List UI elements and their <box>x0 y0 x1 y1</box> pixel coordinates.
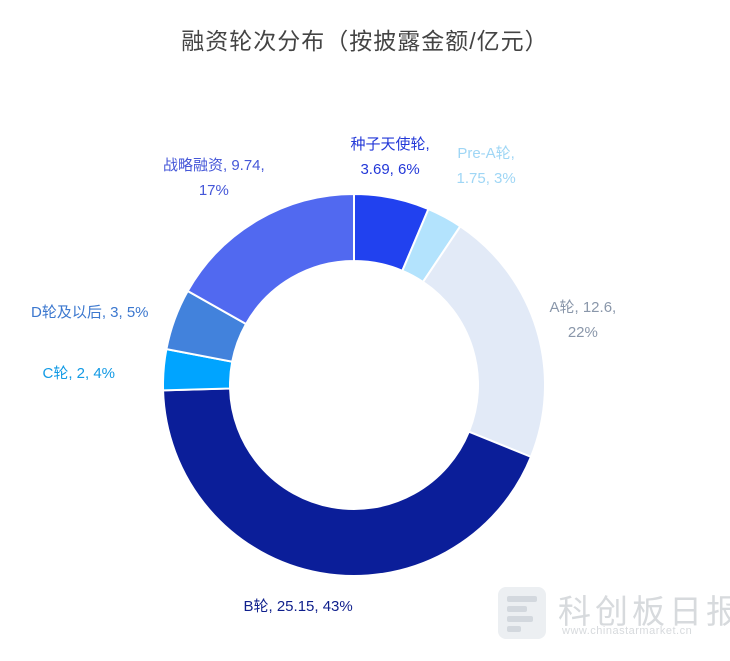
slice-label: C轮, 2, 4% <box>43 361 116 386</box>
slice-label: Pre-A轮, 1.75, 3% <box>457 141 516 191</box>
slice-label-line: 战略融资, 9.74, <box>163 157 265 174</box>
donut-slice-3 <box>421 224 546 459</box>
slice-label-line: 3.69, 6% <box>360 161 420 178</box>
slice-label-line: D轮及以后, 3, 5% <box>31 303 149 321</box>
watermark: 科创板日报 www.chinastarmarket.cn <box>498 583 730 643</box>
slice-label: D轮及以后, 3, 5% <box>31 300 149 325</box>
slice-label-line: A轮, 12.6, <box>549 299 617 316</box>
chart-title: 融资轮次分布（按披露金额/亿元） <box>181 28 549 54</box>
publisher-logo-icon <box>498 587 546 639</box>
donut-slice-7 <box>186 192 355 326</box>
slice-label: 战略融资, 9.74, 17% <box>163 153 265 203</box>
watermark-name: 科创板日报 <box>558 593 730 630</box>
slice-label-line: 1.75, 3% <box>456 170 516 187</box>
slice-label-line: Pre-A轮, <box>457 145 515 162</box>
slice-label: B轮, 25.15, 43% <box>244 594 353 619</box>
donut-slice-4 <box>162 387 533 578</box>
slice-label-line: 种子天使轮, <box>350 136 430 153</box>
slice-label-line: C轮, 2, 4% <box>42 364 116 382</box>
slice-label: A轮, 12.6, 22% <box>550 295 617 345</box>
watermark-url: www.chinastarmarket.cn <box>562 625 693 637</box>
slice-label: 种子天使轮, 3.69, 6% <box>351 132 430 182</box>
slice-label-line: 22% <box>567 324 598 341</box>
slice-label-line: B轮, 25.15, 43% <box>243 597 353 615</box>
slice-label-line: 17% <box>198 182 229 199</box>
